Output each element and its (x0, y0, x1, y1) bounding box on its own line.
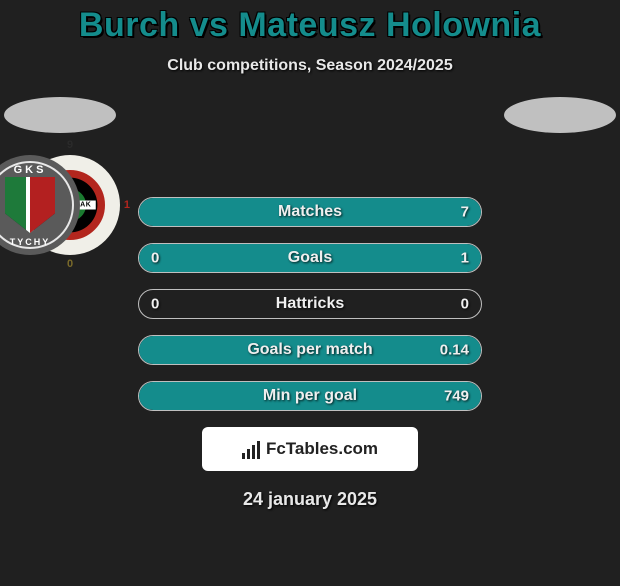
stat-bar: Goals per match 0.14 (138, 335, 482, 365)
stat-label: Goals (288, 249, 332, 267)
brand-text: FcTables.com (266, 439, 378, 459)
badge-text-right-bottom: TYCHY (0, 237, 80, 247)
stat-bar: Matches 7 (138, 197, 482, 227)
stat-label: Matches (278, 203, 342, 221)
brand-box[interactable]: FcTables.com (202, 427, 418, 471)
stat-value-right: 7 (461, 204, 469, 221)
badge-digit-top: 9 (67, 139, 73, 151)
stats-bars: Matches 7 0 Goals 1 0 Hattricks 0 Goals per matc… (138, 197, 482, 411)
badge-text-right-top: GKS (0, 164, 80, 176)
stat-value-right: 0 (461, 296, 469, 313)
stat-value-left: 0 (151, 250, 159, 267)
stat-value-right: 0.14 (440, 342, 469, 359)
club-badge-right: GKS TYCHY (0, 155, 80, 255)
badge-digit-right: 1 (124, 199, 130, 211)
page-title: Burch vs Mateusz Holownia (0, 6, 620, 45)
stat-bar: 0 Goals 1 (138, 243, 482, 273)
stat-value-right: 1 (461, 250, 469, 267)
stat-label: Min per goal (263, 387, 357, 405)
stat-bar: 0 Hattricks 0 (138, 289, 482, 319)
stat-bar: Min per goal 749 (138, 381, 482, 411)
comparison-container: 9 1 1 0 RADOMIAK GKS TYCHY Matches70Goal… (0, 97, 620, 411)
footer-date: 24 january 2025 (0, 489, 620, 510)
chart-icon (242, 439, 260, 459)
subtitle: Club competitions, Season 2024/2025 (0, 57, 620, 75)
badge-digit-bottom: 0 (67, 258, 73, 270)
stat-value-left: 0 (151, 296, 159, 313)
player-silhouette-right (504, 97, 616, 133)
stat-value-right: 749 (444, 388, 469, 405)
stat-label: Goals per match (247, 341, 372, 359)
stat-label: Hattricks (276, 295, 344, 313)
player-silhouette-left (4, 97, 116, 133)
